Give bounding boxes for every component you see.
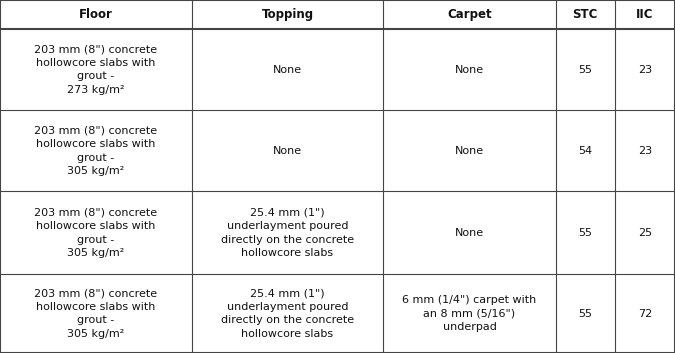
Text: None: None <box>455 228 484 238</box>
Text: STC: STC <box>572 8 598 21</box>
Text: Carpet: Carpet <box>447 8 492 21</box>
Text: 55: 55 <box>578 65 592 74</box>
Bar <box>0 191 675 274</box>
Text: 72: 72 <box>638 309 652 319</box>
Text: 25.4 mm (1")
underlayment poured
directly on the concrete
hollowcore slabs: 25.4 mm (1") underlayment poured directl… <box>221 208 354 258</box>
Text: None: None <box>273 65 302 74</box>
Text: 25.4 mm (1")
underlayment poured
directly on the concrete
hollowcore slabs: 25.4 mm (1") underlayment poured directl… <box>221 288 354 339</box>
Text: IIC: IIC <box>637 8 653 21</box>
Text: 203 mm (8") concrete
hollowcore slabs with
grout -
305 kg/m²: 203 mm (8") concrete hollowcore slabs wi… <box>34 125 157 176</box>
Text: 54: 54 <box>578 146 592 156</box>
Text: None: None <box>273 146 302 156</box>
Text: 55: 55 <box>578 309 592 319</box>
Text: Floor: Floor <box>79 8 113 21</box>
Bar <box>0 29 675 110</box>
Text: 23: 23 <box>638 65 652 74</box>
Bar <box>0 0 675 29</box>
Text: 203 mm (8") concrete
hollowcore slabs with
grout -
305 kg/m²: 203 mm (8") concrete hollowcore slabs wi… <box>34 208 157 258</box>
Bar <box>0 110 675 191</box>
Text: 25: 25 <box>638 228 652 238</box>
Text: None: None <box>455 146 484 156</box>
Bar <box>0 274 675 353</box>
Text: 55: 55 <box>578 228 592 238</box>
Text: Topping: Topping <box>261 8 314 21</box>
Text: None: None <box>455 65 484 74</box>
Text: 203 mm (8") concrete
hollowcore slabs with
grout -
305 kg/m²: 203 mm (8") concrete hollowcore slabs wi… <box>34 288 157 339</box>
Text: 203 mm (8") concrete
hollowcore slabs with
grout -
273 kg/m²: 203 mm (8") concrete hollowcore slabs wi… <box>34 44 157 95</box>
Text: 6 mm (1/4") carpet with
an 8 mm (5/16")
underpad: 6 mm (1/4") carpet with an 8 mm (5/16") … <box>402 295 537 332</box>
Text: 23: 23 <box>638 146 652 156</box>
